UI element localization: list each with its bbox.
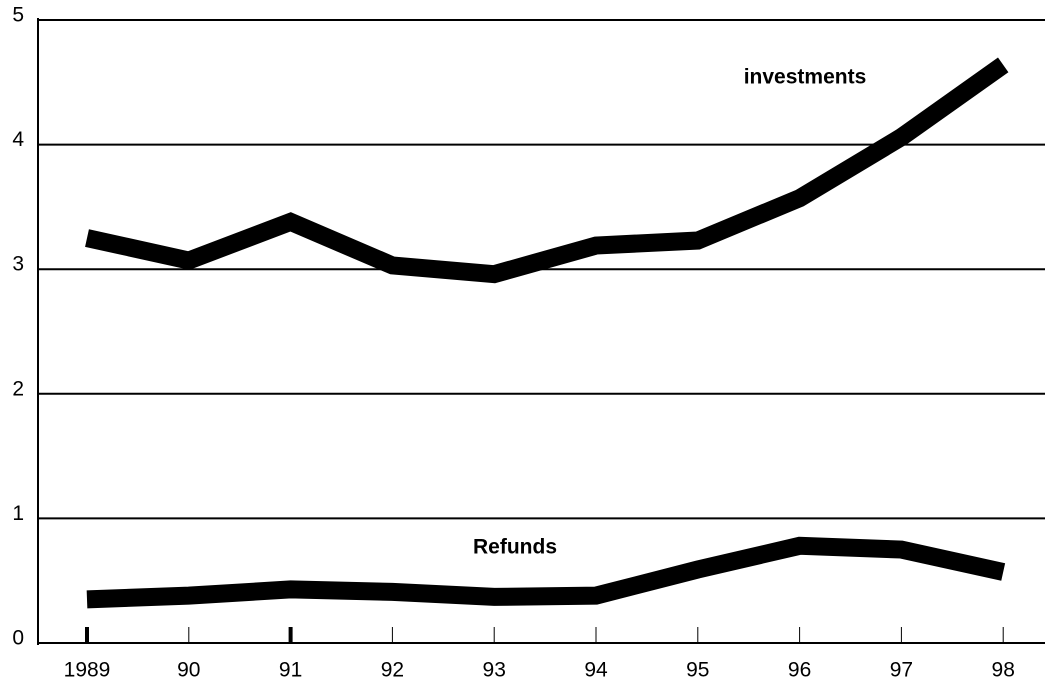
x-tick-label: 93 [483,659,506,682]
series-line [86,536,1006,609]
y-tick-label: 4 [12,128,24,151]
y-tick-label: 2 [12,377,24,400]
series-label: investments [744,66,867,89]
y-tick-label: 0 [12,627,24,650]
series-label: Refunds [473,536,557,559]
x-tick-label: 91 [279,659,302,682]
x-tick-label: 1989 [64,659,111,682]
x-tick-label: 97 [890,659,913,682]
y-tick-label: 5 [12,4,24,27]
y-tick-label: 1 [12,502,24,525]
x-tick-label: 98 [992,659,1015,682]
series-line [85,57,1009,284]
x-tick-label: 94 [584,659,608,682]
y-tick-label: 3 [12,253,24,276]
x-tick-label: 95 [686,659,709,682]
x-tick-label: 96 [788,659,811,682]
x-tick-label: 90 [177,659,200,682]
x-tick-label: 92 [381,659,404,682]
